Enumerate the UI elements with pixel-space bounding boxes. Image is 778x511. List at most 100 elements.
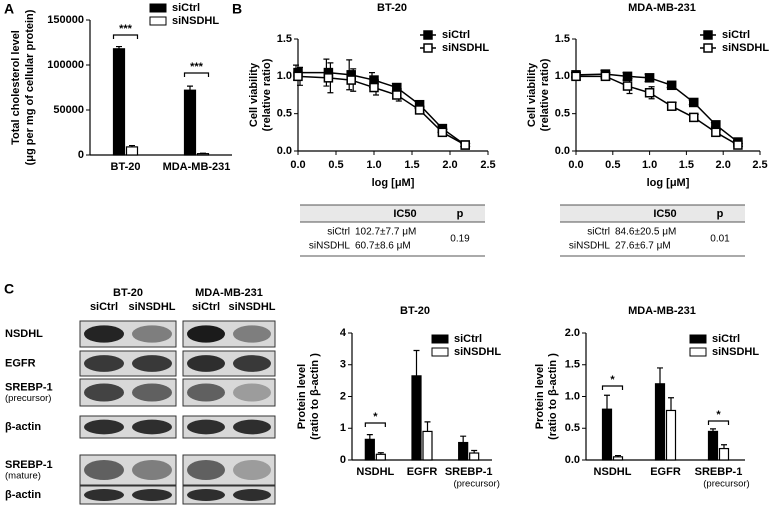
y-tick-label: 2 <box>340 390 346 402</box>
bar <box>196 153 210 156</box>
y-axis-label: Protein level <box>296 364 308 429</box>
y-axis-label: Total cholesterol level <box>10 30 22 145</box>
x-tick-label: MDA-MB-231 <box>163 161 231 173</box>
y-tick-label: 100000 <box>47 59 84 71</box>
error-bar <box>129 144 135 147</box>
blot-title: BT-20 <box>113 287 143 299</box>
blot-row-label: (precursor) <box>5 393 51 404</box>
legend-label: siNSDHL <box>722 42 769 54</box>
blot-title: MDA-MB-231 <box>195 287 263 299</box>
error-bar <box>413 349 420 376</box>
bar <box>601 408 613 461</box>
y-tick-label: 0.0 <box>555 145 570 157</box>
lane-label: siCtrl <box>192 301 220 313</box>
x-tick-label: NSDHL <box>356 466 394 478</box>
error-bar <box>471 449 478 454</box>
error-bar <box>377 452 384 455</box>
error-bar <box>116 45 122 49</box>
error-bar <box>187 85 193 91</box>
bar <box>112 48 126 156</box>
x-tick-label: 2.5 <box>480 159 495 171</box>
marker <box>689 97 699 108</box>
y-axis-label: (relative ratio) <box>261 58 273 131</box>
blot-band <box>84 383 124 402</box>
table-cell: 102.7±7.7 μM <box>355 227 416 238</box>
bar <box>665 409 677 461</box>
y-tick-label: 0.5 <box>565 422 580 434</box>
bar <box>458 441 469 461</box>
marker <box>346 75 356 85</box>
legend-swatch <box>149 3 167 13</box>
significance-label: *** <box>190 61 204 73</box>
blot-band <box>84 419 124 435</box>
error-bar <box>366 434 373 440</box>
x-tick-label: EGFR <box>650 466 681 478</box>
marker <box>622 71 633 82</box>
x-tick-label: 0.5 <box>605 159 620 171</box>
y-axis-label: Cell viability <box>526 62 538 127</box>
blot-band <box>132 355 172 372</box>
legend-label: siNSDHL <box>454 346 501 358</box>
blot-band <box>233 383 271 402</box>
marker <box>644 73 655 83</box>
y-tick-label: 3 <box>340 359 346 371</box>
x-tick-label: EGFR <box>407 466 438 478</box>
bar <box>375 453 386 461</box>
x-tick-label: 0.0 <box>290 159 305 171</box>
significance-bracket <box>601 385 624 390</box>
y-axis-label: (μg per mg of cellular protein) <box>24 9 36 165</box>
marker <box>460 140 470 150</box>
legend-swatch <box>703 43 713 53</box>
blot-row-label: SREBP-1 <box>5 459 53 471</box>
y-tick-label: 1.0 <box>277 70 292 82</box>
legend-swatch <box>149 16 167 26</box>
x-axis-label: log [μM] <box>372 177 415 189</box>
error-bar <box>604 394 610 410</box>
table-header: p <box>717 208 724 220</box>
blot-row-label: EGFR <box>5 357 36 369</box>
error-bar <box>668 397 674 411</box>
blot-row-label: NSDHL <box>5 328 43 340</box>
lane-label: siNSDHL <box>128 301 175 313</box>
marker <box>622 81 633 91</box>
blot-band <box>84 460 124 480</box>
chart-title: BT-20 <box>400 305 430 317</box>
legend-label: siNSDHL <box>172 15 219 27</box>
lane-label: siCtrl <box>90 301 118 313</box>
significance-label: * <box>373 411 378 423</box>
blot-row-label: SREBP-1 <box>5 381 53 393</box>
bar <box>183 89 197 156</box>
bar <box>422 430 433 461</box>
panel-label: B <box>232 1 242 17</box>
legend-label: siCtrl <box>454 333 482 345</box>
y-tick-label: 1.0 <box>555 70 570 82</box>
table-cell: 0.01 <box>710 234 730 245</box>
blot-row-label: β-actin <box>5 489 41 501</box>
error-bar <box>424 421 431 432</box>
marker <box>293 71 303 82</box>
bar <box>718 447 730 461</box>
x-tick-label: SREBP-1 <box>445 466 493 478</box>
significance-label: *** <box>119 23 133 35</box>
legend-swatch <box>689 347 707 357</box>
chart-title: MDA-MB-231 <box>628 305 696 317</box>
legend-label: siCtrl <box>712 333 740 345</box>
blot-band <box>187 419 225 435</box>
y-tick-label: 1 <box>340 422 346 434</box>
blot-band <box>233 489 271 501</box>
marker <box>600 71 611 82</box>
marker <box>666 80 677 91</box>
error-bar <box>721 444 727 449</box>
blot-band <box>233 419 271 435</box>
blot-band <box>187 489 225 501</box>
legend-swatch <box>423 43 433 53</box>
bar <box>364 438 375 461</box>
y-tick-label: 0.5 <box>555 108 570 120</box>
bar <box>707 430 719 461</box>
marker <box>666 101 677 111</box>
table-header: IC50 <box>393 208 416 220</box>
marker <box>437 127 448 138</box>
x-tick-label: 2.5 <box>752 159 767 171</box>
legend-swatch <box>689 334 707 344</box>
x-tick-sublabel: (precursor) <box>703 479 749 490</box>
